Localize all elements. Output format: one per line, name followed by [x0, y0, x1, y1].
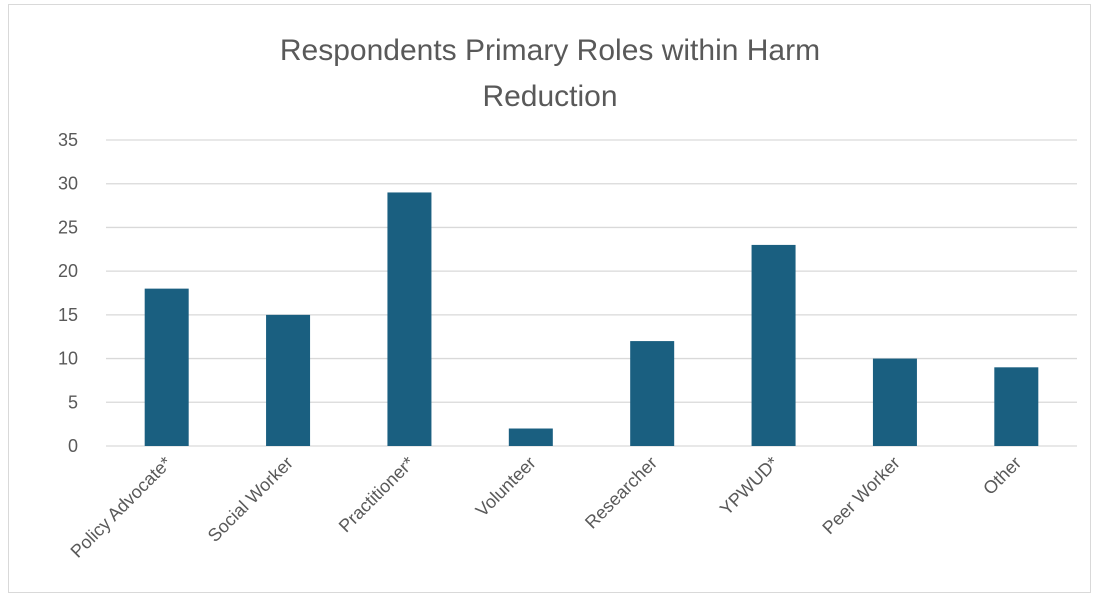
x-tick-label: Social Worker — [204, 453, 297, 546]
y-tick-label: 20 — [58, 261, 78, 281]
y-tick-label: 25 — [58, 217, 78, 237]
chart-title: Respondents Primary Roles within Harm Re… — [0, 28, 1100, 120]
x-tick-label: Researcher — [581, 453, 661, 533]
x-tick-label: Practitioner* — [335, 453, 418, 536]
y-tick-label: 0 — [68, 436, 78, 456]
bar — [387, 192, 432, 446]
y-tick-label: 35 — [58, 130, 78, 150]
bar — [751, 244, 796, 446]
x-tick-label: Other — [979, 453, 1025, 499]
chart-title-line-1: Respondents Primary Roles within Harm — [279, 34, 821, 67]
bar — [630, 341, 675, 446]
x-tick-label: Policy Advocate* — [67, 453, 176, 562]
y-tick-label: 30 — [58, 174, 78, 194]
x-tick-label: Peer Worker — [818, 453, 903, 538]
y-tick-label: 10 — [58, 349, 78, 369]
bar — [872, 358, 917, 446]
bar — [266, 314, 311, 446]
x-tick-label: Volunteer — [472, 453, 540, 521]
x-tick-label: YPWUD* — [716, 453, 782, 519]
bar — [144, 288, 189, 446]
chart-title-line-2: Reduction — [482, 80, 618, 113]
y-tick-label: 15 — [58, 305, 78, 325]
bar — [994, 367, 1039, 446]
y-tick-label: 5 — [68, 392, 78, 412]
bar — [508, 428, 553, 446]
